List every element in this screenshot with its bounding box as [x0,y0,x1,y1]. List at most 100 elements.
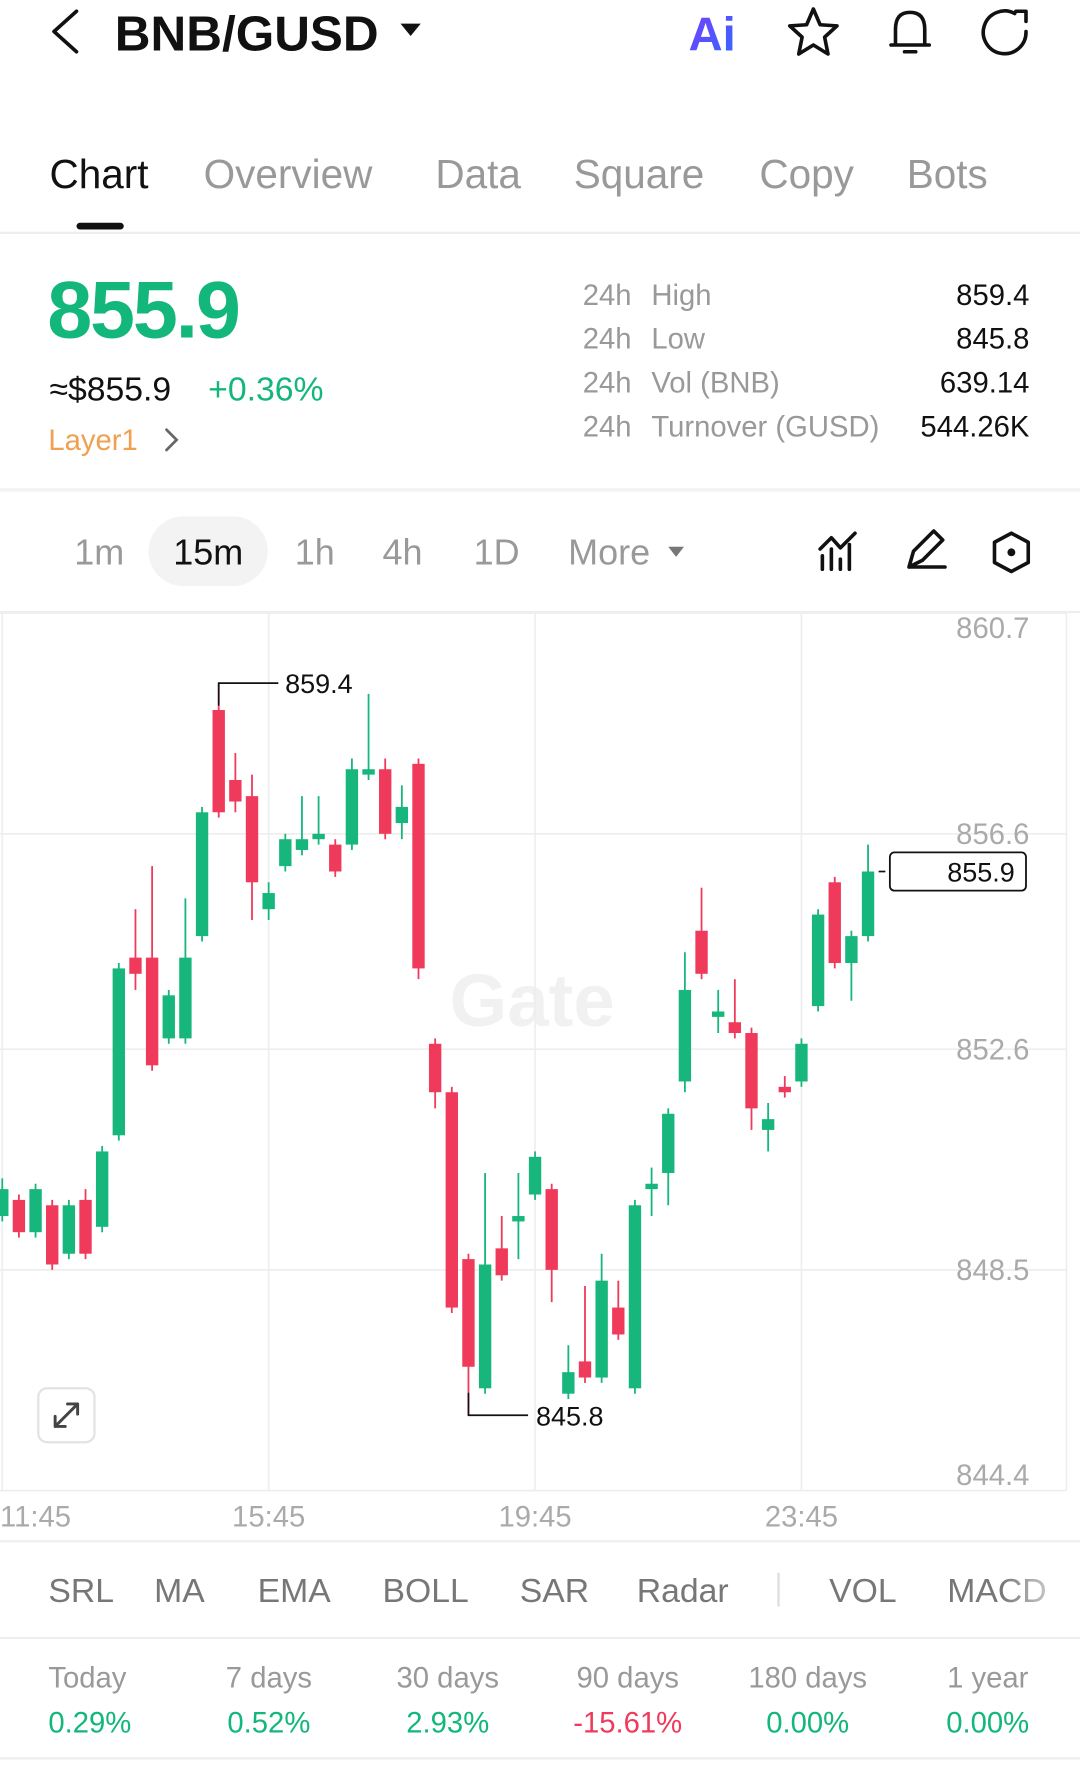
stat-period: 24h [583,324,632,356]
candle-body [562,1372,575,1394]
interval[interactable]: 1h [295,532,335,573]
candle-body [79,1199,92,1254]
interval[interactable]: 1D [474,532,520,573]
candle-body [395,806,409,824]
candle-body [329,844,342,872]
tab[interactable]: Chart [50,151,149,197]
divider [0,488,1080,492]
active-tab-indicator [76,222,124,230]
indicator[interactable]: SAR [520,1572,589,1610]
y-tick-label: 860.7 [956,613,1029,645]
candle-body [695,930,708,974]
ai-button[interactable]: Ai [688,9,735,62]
pair-title[interactable]: BNB/GUSD [115,7,379,62]
tag-chevron [165,428,179,452]
candlestick-chart: Gate 860.7 856.6 852.6 848.5 844.4 11:45 15:45 1… [0,612,1068,1534]
settings-button[interactable] [992,531,1031,574]
low-marker [467,1392,529,1417]
candle-body [528,1156,542,1195]
candle-body [645,1183,658,1190]
interval[interactable]: 4h [383,532,423,573]
low-label: 845.8 [536,1401,604,1431]
tab[interactable]: Bots [907,151,988,197]
tab[interactable]: Data [435,151,521,197]
stat-period: 24h [583,368,632,400]
tab[interactable]: Copy [759,151,854,197]
candle-body [95,1151,109,1227]
back-button[interactable] [52,9,79,54]
candle-body [229,779,242,802]
candle-body [811,914,825,1007]
tab[interactable]: Overview [204,151,373,197]
pair-dropdown[interactable] [400,23,421,36]
usd-price: ≈$855.9 [50,370,172,408]
candle-body [12,1199,26,1233]
settings-dot [1007,548,1016,557]
tab[interactable]: Square [574,151,705,197]
fullscreen-icon [53,1402,80,1428]
candle-body [545,1189,558,1270]
candle-body [495,1248,508,1276]
candle-body [379,769,392,834]
stat-value: 859.4 [956,280,1029,312]
candle-body [628,1205,642,1389]
indicator[interactable]: BOLL [383,1572,469,1610]
period-change: 0.29% [48,1707,131,1739]
tab-bar: Chart Overview Data Square Copy Bots [50,151,988,197]
indicator[interactable]: VOL [829,1572,897,1610]
indicator-button[interactable] [818,531,857,572]
period-change: 0.00% [766,1707,849,1739]
price-change: +0.36% [208,370,323,408]
candle-body [245,796,259,883]
indicator[interactable]: EMA [258,1572,332,1610]
candle-body [112,968,125,1136]
candle-body [412,763,425,969]
candle-body [662,1113,675,1173]
candle-body [295,839,309,850]
period-change: 0.00% [946,1707,1029,1739]
interval[interactable]: 15m [173,532,243,573]
indicator[interactable]: MA [154,1572,205,1610]
sector-tag[interactable]: Layer1 [48,425,137,457]
stat-label: Turnover (GUSD) [651,411,879,443]
indicator[interactable]: Radar [637,1572,729,1610]
refresh-button[interactable] [981,9,1028,56]
period-label: 30 days [397,1662,499,1694]
indicator-bar: SRL MA EMA BOLL SAR Radar VOL MACD [48,1572,1046,1610]
period-label: 1 year [947,1662,1029,1694]
candle-body [29,1189,42,1233]
stat-label: High [651,280,711,312]
period-label: Today [48,1662,126,1694]
favorite-button[interactable] [787,7,839,56]
candle-body [845,936,858,964]
high-marker [217,682,279,706]
candle-body [129,957,142,974]
candle-body [445,1092,458,1308]
interval-bar: 1m 15m 1h 4h 1D More [74,532,650,573]
alert-button[interactable] [889,10,932,54]
candle-body [345,769,359,845]
candle-body [145,957,159,1066]
stat-label: Vol (BNB) [651,368,779,400]
interval[interactable]: More [568,532,650,573]
indicator[interactable]: SRL [48,1572,114,1610]
candle-body [0,1189,9,1217]
more-dropdown[interactable] [668,546,684,557]
x-tick-label: 11:45 [0,1502,71,1534]
candle-body [778,1086,791,1093]
candle-body [312,833,325,840]
candle-body [428,1043,442,1093]
last-price-box [888,851,1027,892]
candle-body [761,1119,775,1130]
draw-button[interactable] [907,529,947,569]
stat-value: 845.8 [956,324,1029,356]
period-label: 7 days [226,1662,312,1694]
x-tick-label: 23:45 [765,1502,838,1534]
candle-body [212,710,225,813]
candle-body [62,1205,76,1254]
period-change: 2.93% [406,1707,489,1739]
y-tick-label: 852.6 [956,1034,1029,1066]
period-label: 90 days [577,1662,679,1694]
period-change: 0.52% [227,1707,310,1739]
interval[interactable]: 1m [74,532,124,573]
